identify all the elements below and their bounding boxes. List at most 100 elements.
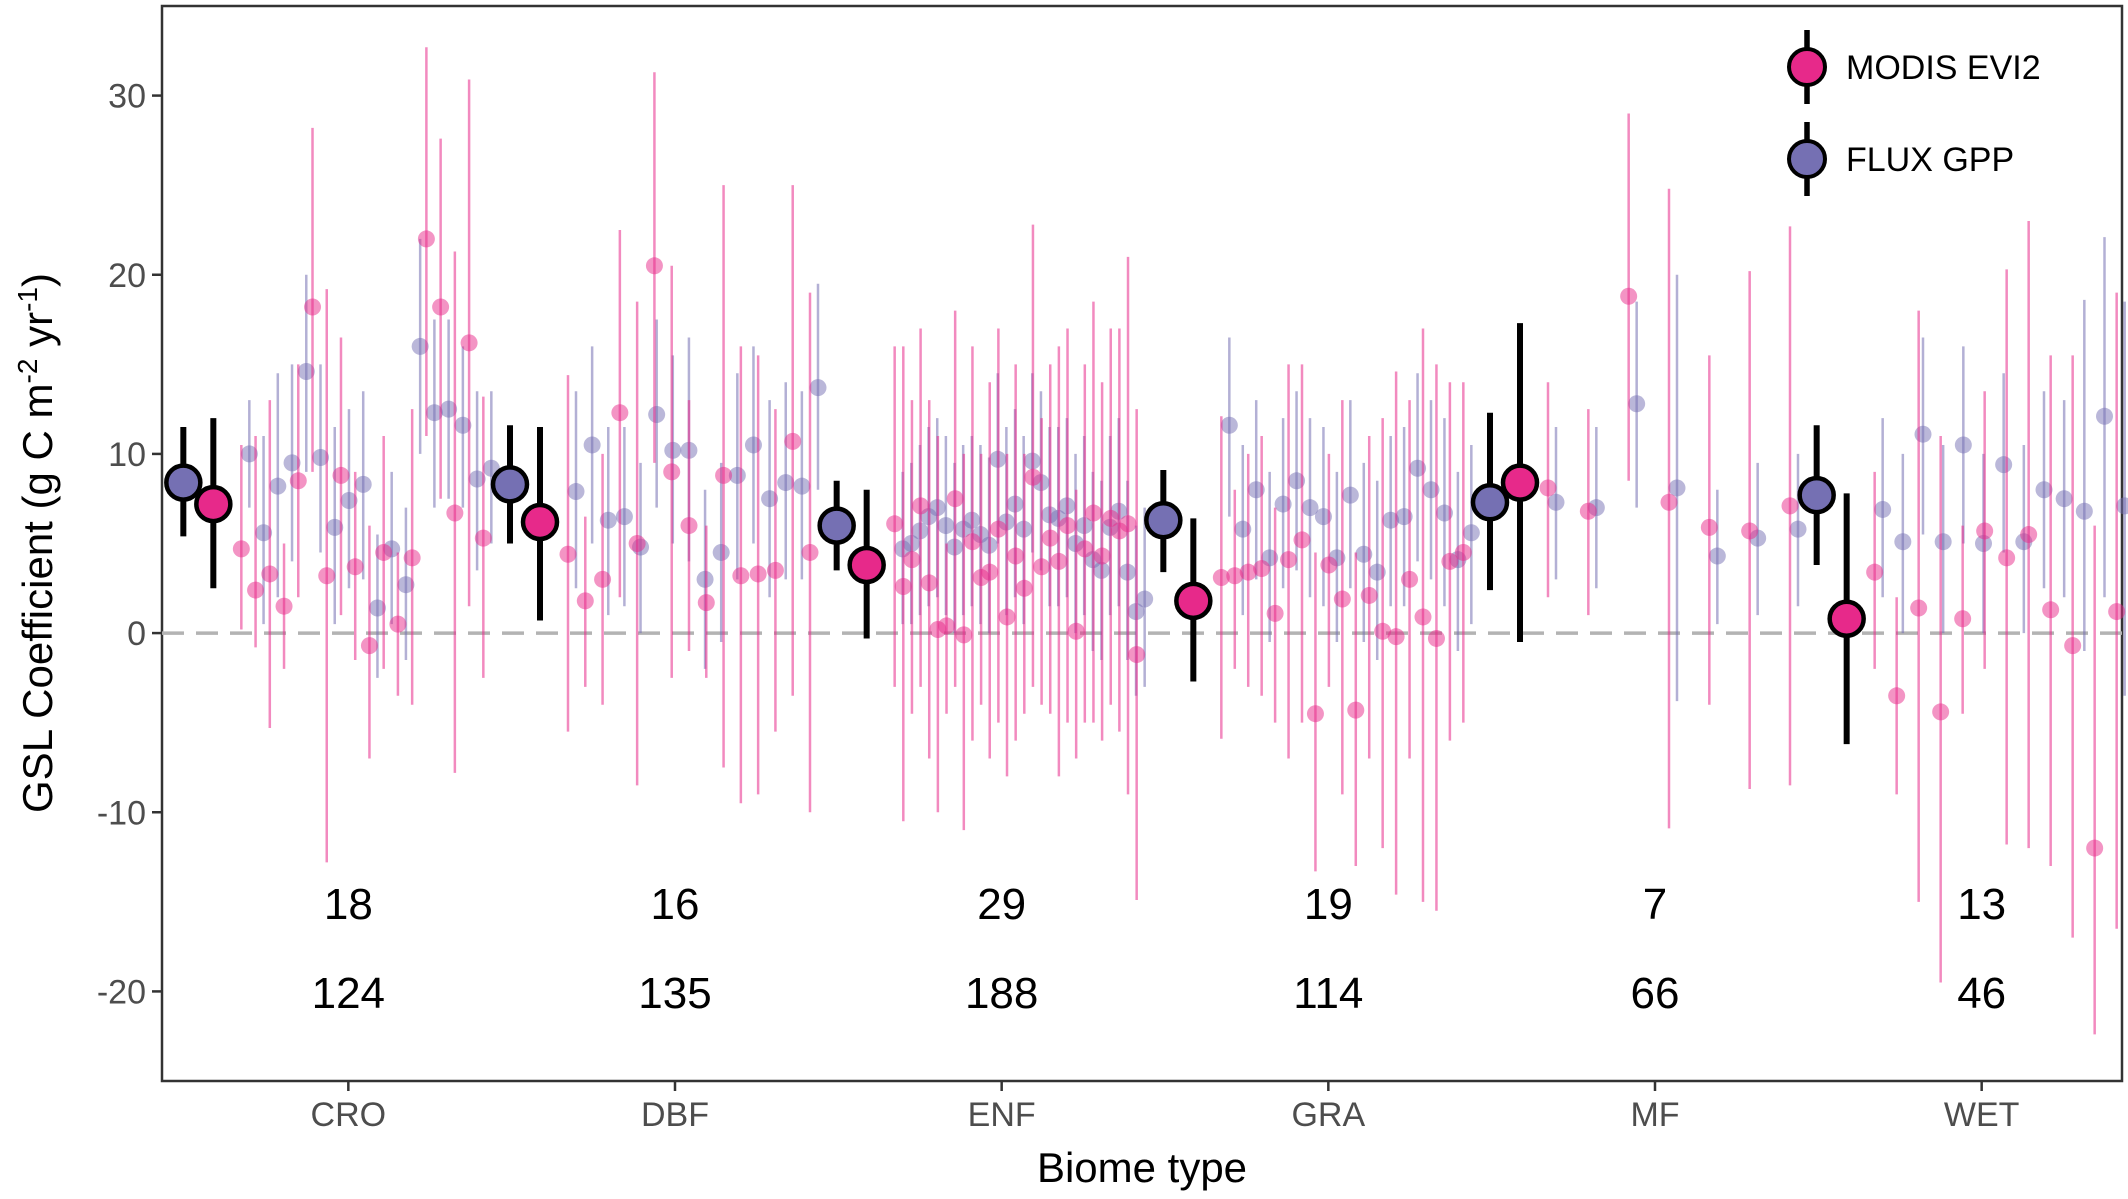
site-point <box>1414 608 1432 626</box>
site-count-label: 13 <box>1957 880 2006 929</box>
y-axis: -20 -10 0 10 20 30 <box>97 78 162 1011</box>
site-point <box>1280 551 1298 569</box>
site-point <box>886 515 904 533</box>
site-point <box>1301 499 1319 517</box>
y-tick-label: 10 <box>108 436 146 474</box>
site-point <box>732 567 750 585</box>
site-point <box>744 436 762 454</box>
y-axis-title-exponent-2: -1 <box>12 287 43 312</box>
site-point <box>1620 287 1638 305</box>
site-point <box>809 379 827 397</box>
site-point <box>583 436 601 454</box>
site-point <box>1306 705 1324 723</box>
summary-point <box>847 545 886 585</box>
site-point <box>397 576 415 594</box>
y-tick-label: -20 <box>97 973 146 1011</box>
x-tick-label: GRA <box>1291 1096 1365 1134</box>
site-point <box>2096 407 2113 425</box>
site-point <box>1024 468 1042 486</box>
site-point <box>1220 416 1238 434</box>
summary-point <box>164 463 203 502</box>
site-point <box>240 445 258 463</box>
y-axis-title: GSL Coefficient (g C m-2 yr-1) <box>12 273 62 813</box>
site-point <box>474 529 492 547</box>
site-point <box>411 337 429 355</box>
legend-modis-label: MODIS EVI2 <box>1846 49 2041 87</box>
site-year-count-label: 188 <box>965 969 1038 1018</box>
site-year-count-label: 114 <box>1293 969 1363 1018</box>
site-point <box>1360 586 1378 604</box>
x-tick-label: DBF <box>641 1096 709 1134</box>
site-point <box>425 404 443 422</box>
site-point <box>1050 552 1068 570</box>
y-tick-label: -10 <box>97 794 146 832</box>
summary-point <box>1470 483 1510 522</box>
site-point <box>2064 637 2082 655</box>
x-tick-label: CRO <box>311 1096 387 1134</box>
site-points-layer <box>232 47 2128 1035</box>
summary-point <box>1144 500 1183 540</box>
site-point <box>332 466 350 484</box>
site-point <box>576 592 594 610</box>
site-point <box>432 298 450 316</box>
site-point <box>304 298 322 316</box>
site-point <box>368 599 386 617</box>
site-point <box>599 511 617 529</box>
site-point <box>1874 500 1892 518</box>
site-point <box>1212 569 1230 587</box>
site-point <box>454 416 472 434</box>
site-point <box>766 561 784 579</box>
site-point <box>1427 629 1445 647</box>
site-point <box>801 543 819 561</box>
site-point <box>1547 493 1565 511</box>
site-point <box>663 463 681 481</box>
site-point <box>1741 522 1759 540</box>
site-point <box>749 565 767 583</box>
site-point <box>1934 533 1952 551</box>
site-point <box>1059 517 1077 535</box>
site-point <box>1954 436 1972 454</box>
site-count-label: 19 <box>1304 880 1353 929</box>
site-point <box>2042 601 2060 619</box>
site-point <box>989 520 1007 538</box>
site-point <box>1128 646 1146 664</box>
site-count-label: 16 <box>651 880 700 929</box>
site-point <box>1341 486 1359 504</box>
site-point <box>1387 628 1405 646</box>
site-point <box>1033 558 1051 576</box>
site-point <box>1462 524 1480 542</box>
x-axis-title: Biome type <box>1037 1144 1247 1191</box>
site-point <box>1998 549 2016 567</box>
site-point <box>346 558 364 576</box>
site-point <box>1866 563 1884 581</box>
site-point <box>1579 502 1597 520</box>
site-point <box>1119 515 1137 533</box>
y-tick-label: 20 <box>108 257 146 295</box>
site-point <box>1102 509 1120 527</box>
site-point <box>1708 547 1726 565</box>
site-point <box>247 581 265 599</box>
site-point <box>289 472 307 490</box>
site-point <box>567 483 585 501</box>
site-point <box>2108 603 2126 621</box>
summary-point <box>1797 475 1836 515</box>
site-point <box>1015 579 1033 597</box>
site-point <box>680 517 698 535</box>
site-point <box>615 508 633 526</box>
site-point <box>340 492 358 509</box>
x-tick-label: ENF <box>968 1096 1036 1134</box>
site-year-count-label: 135 <box>638 969 711 1018</box>
site-point <box>645 257 663 275</box>
legend-flux-marker <box>1787 139 1827 179</box>
site-point <box>611 404 629 422</box>
site-point <box>761 490 779 508</box>
site-point <box>903 551 921 569</box>
summary-point <box>490 465 530 504</box>
site-point <box>712 543 730 561</box>
site-point <box>1628 395 1646 413</box>
site-point <box>269 477 287 495</box>
site-point <box>894 578 912 595</box>
site-point <box>715 466 733 484</box>
summary-points-layer <box>164 323 1866 745</box>
